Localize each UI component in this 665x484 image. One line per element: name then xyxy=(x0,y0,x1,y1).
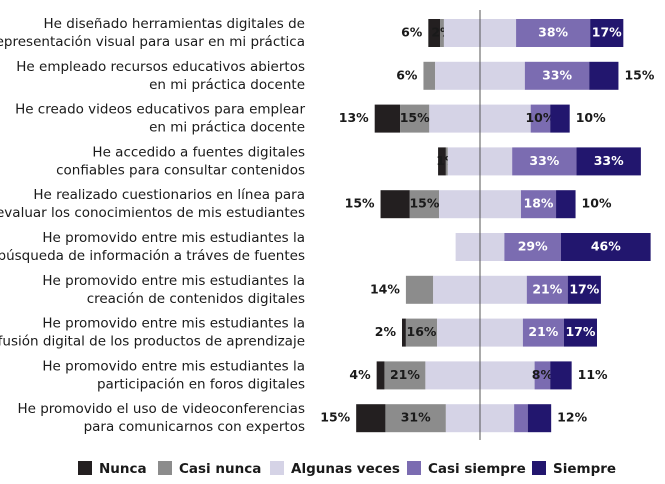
legend-swatch xyxy=(407,461,421,475)
bar-segment xyxy=(405,318,438,347)
value-label: 8% xyxy=(532,367,554,382)
bar-segment xyxy=(550,104,570,133)
value-label: 33% xyxy=(542,67,572,82)
bar-segment xyxy=(440,19,444,47)
value-label: 12% xyxy=(557,410,587,425)
value-label: 17% xyxy=(565,324,595,339)
category-label: He creado videos educativos para emplear xyxy=(15,102,305,118)
value-label: 4% xyxy=(349,367,371,382)
legend-label: Algunas veces xyxy=(291,461,400,477)
legend-label: Siempre xyxy=(553,461,616,477)
category-label: creación de contenidos digitales xyxy=(87,291,305,307)
category-label: en mi práctica docente xyxy=(149,120,305,136)
value-label: 29% xyxy=(518,239,548,254)
category-label: He promovido entre mis estudiantes la xyxy=(42,273,305,289)
value-label: 10% xyxy=(525,110,555,125)
category-label: en mi práctica docente xyxy=(149,77,305,93)
bar-segment xyxy=(380,190,410,219)
bar-segment xyxy=(563,318,597,347)
legend-swatch xyxy=(532,461,546,475)
value-label: 6% xyxy=(401,25,423,40)
value-label: 13% xyxy=(339,110,369,125)
value-label: 15% xyxy=(345,196,375,211)
bar-segment xyxy=(516,19,591,47)
category-label: difusión digital de los productos de apr… xyxy=(0,334,305,350)
bar-segment xyxy=(400,104,430,133)
value-label: 33% xyxy=(529,153,559,168)
category-label: búsqueda de información a tráves de fuen… xyxy=(0,248,305,264)
value-label: 21% xyxy=(532,281,562,296)
bar-segment xyxy=(589,61,619,90)
category-label: participación en foros digitales xyxy=(97,376,305,392)
value-label: 17% xyxy=(592,25,622,40)
category-label: He promovido entre mis estudiantes la xyxy=(42,316,305,332)
bar-segment xyxy=(522,318,564,347)
value-label: 10% xyxy=(576,110,606,125)
value-label: 15% xyxy=(320,410,350,425)
category-label: para comunicarnos con expertos xyxy=(84,419,305,435)
legend-label: Casi nunca xyxy=(179,461,261,477)
value-label: 18% xyxy=(524,196,554,211)
bar-segment xyxy=(405,275,434,304)
bar-segment xyxy=(527,404,552,433)
value-label: 21% xyxy=(390,367,420,382)
bar-segment xyxy=(534,361,551,390)
bar-segment xyxy=(514,404,528,433)
category-label: He promovido el uso de videoconferencias xyxy=(17,401,305,417)
bar-segment xyxy=(567,275,601,304)
bar-segment xyxy=(438,147,446,176)
bar-segment xyxy=(526,275,568,304)
category-label: He diseñado herramientas digitales de xyxy=(44,16,305,32)
value-label: 46% xyxy=(591,239,621,254)
value-label: 17% xyxy=(569,281,599,296)
bar-segment xyxy=(556,190,576,219)
category-label: representación visual para usar en mi pr… xyxy=(0,34,305,50)
value-label: 31% xyxy=(401,410,431,425)
bar-segment xyxy=(428,19,441,47)
bar-segment xyxy=(423,61,436,90)
bar-segment xyxy=(590,19,624,47)
bar-segment xyxy=(550,361,572,390)
legend-swatch xyxy=(270,461,284,475)
bar-segment xyxy=(512,147,577,176)
bar-segment xyxy=(560,233,651,261)
bar-segment xyxy=(530,104,551,133)
bar-segment xyxy=(504,233,561,261)
bar-segment xyxy=(520,190,557,219)
category-label: He promovido entre mis estudiantes la xyxy=(42,358,305,374)
value-label: 16% xyxy=(407,324,437,339)
bar-segment xyxy=(374,104,401,133)
value-label: 21% xyxy=(528,324,558,339)
category-label: He promovido entre mis estudiantes la xyxy=(42,230,305,246)
value-label: 2% xyxy=(375,324,397,339)
legend-label: Nunca xyxy=(99,461,147,477)
value-label: 10% xyxy=(582,196,612,211)
category-label: He realizado cuestionarios en línea para xyxy=(33,187,305,203)
value-label: 15% xyxy=(624,67,654,82)
bar-segment xyxy=(385,404,446,433)
value-label: 6% xyxy=(396,67,418,82)
bar-segment xyxy=(376,361,385,390)
value-label: 38% xyxy=(538,25,568,40)
legend-label: Casi siempre xyxy=(428,461,526,477)
bar-segment xyxy=(402,318,406,347)
value-label: 14% xyxy=(370,281,400,296)
bar-segment xyxy=(384,361,426,390)
bar-segment xyxy=(576,147,641,176)
category-label: He empleado recursos educativos abiertos xyxy=(16,59,305,75)
value-label: 15% xyxy=(409,196,439,211)
value-label: 11% xyxy=(578,367,608,382)
value-label: 15% xyxy=(400,110,430,125)
category-label: confiables para consultar contenidos xyxy=(56,162,305,178)
legend-swatch xyxy=(158,461,172,475)
category-label: evaluar los conocimientos de mis estudia… xyxy=(0,205,305,221)
legend-swatch xyxy=(78,461,92,475)
value-label: 33% xyxy=(594,153,624,168)
bar-segment xyxy=(409,190,440,219)
bar-segment xyxy=(356,404,386,433)
bar-segment xyxy=(445,147,448,176)
bar-segment xyxy=(524,61,590,90)
category-label: He accedido a fuentes digitales xyxy=(92,144,305,160)
